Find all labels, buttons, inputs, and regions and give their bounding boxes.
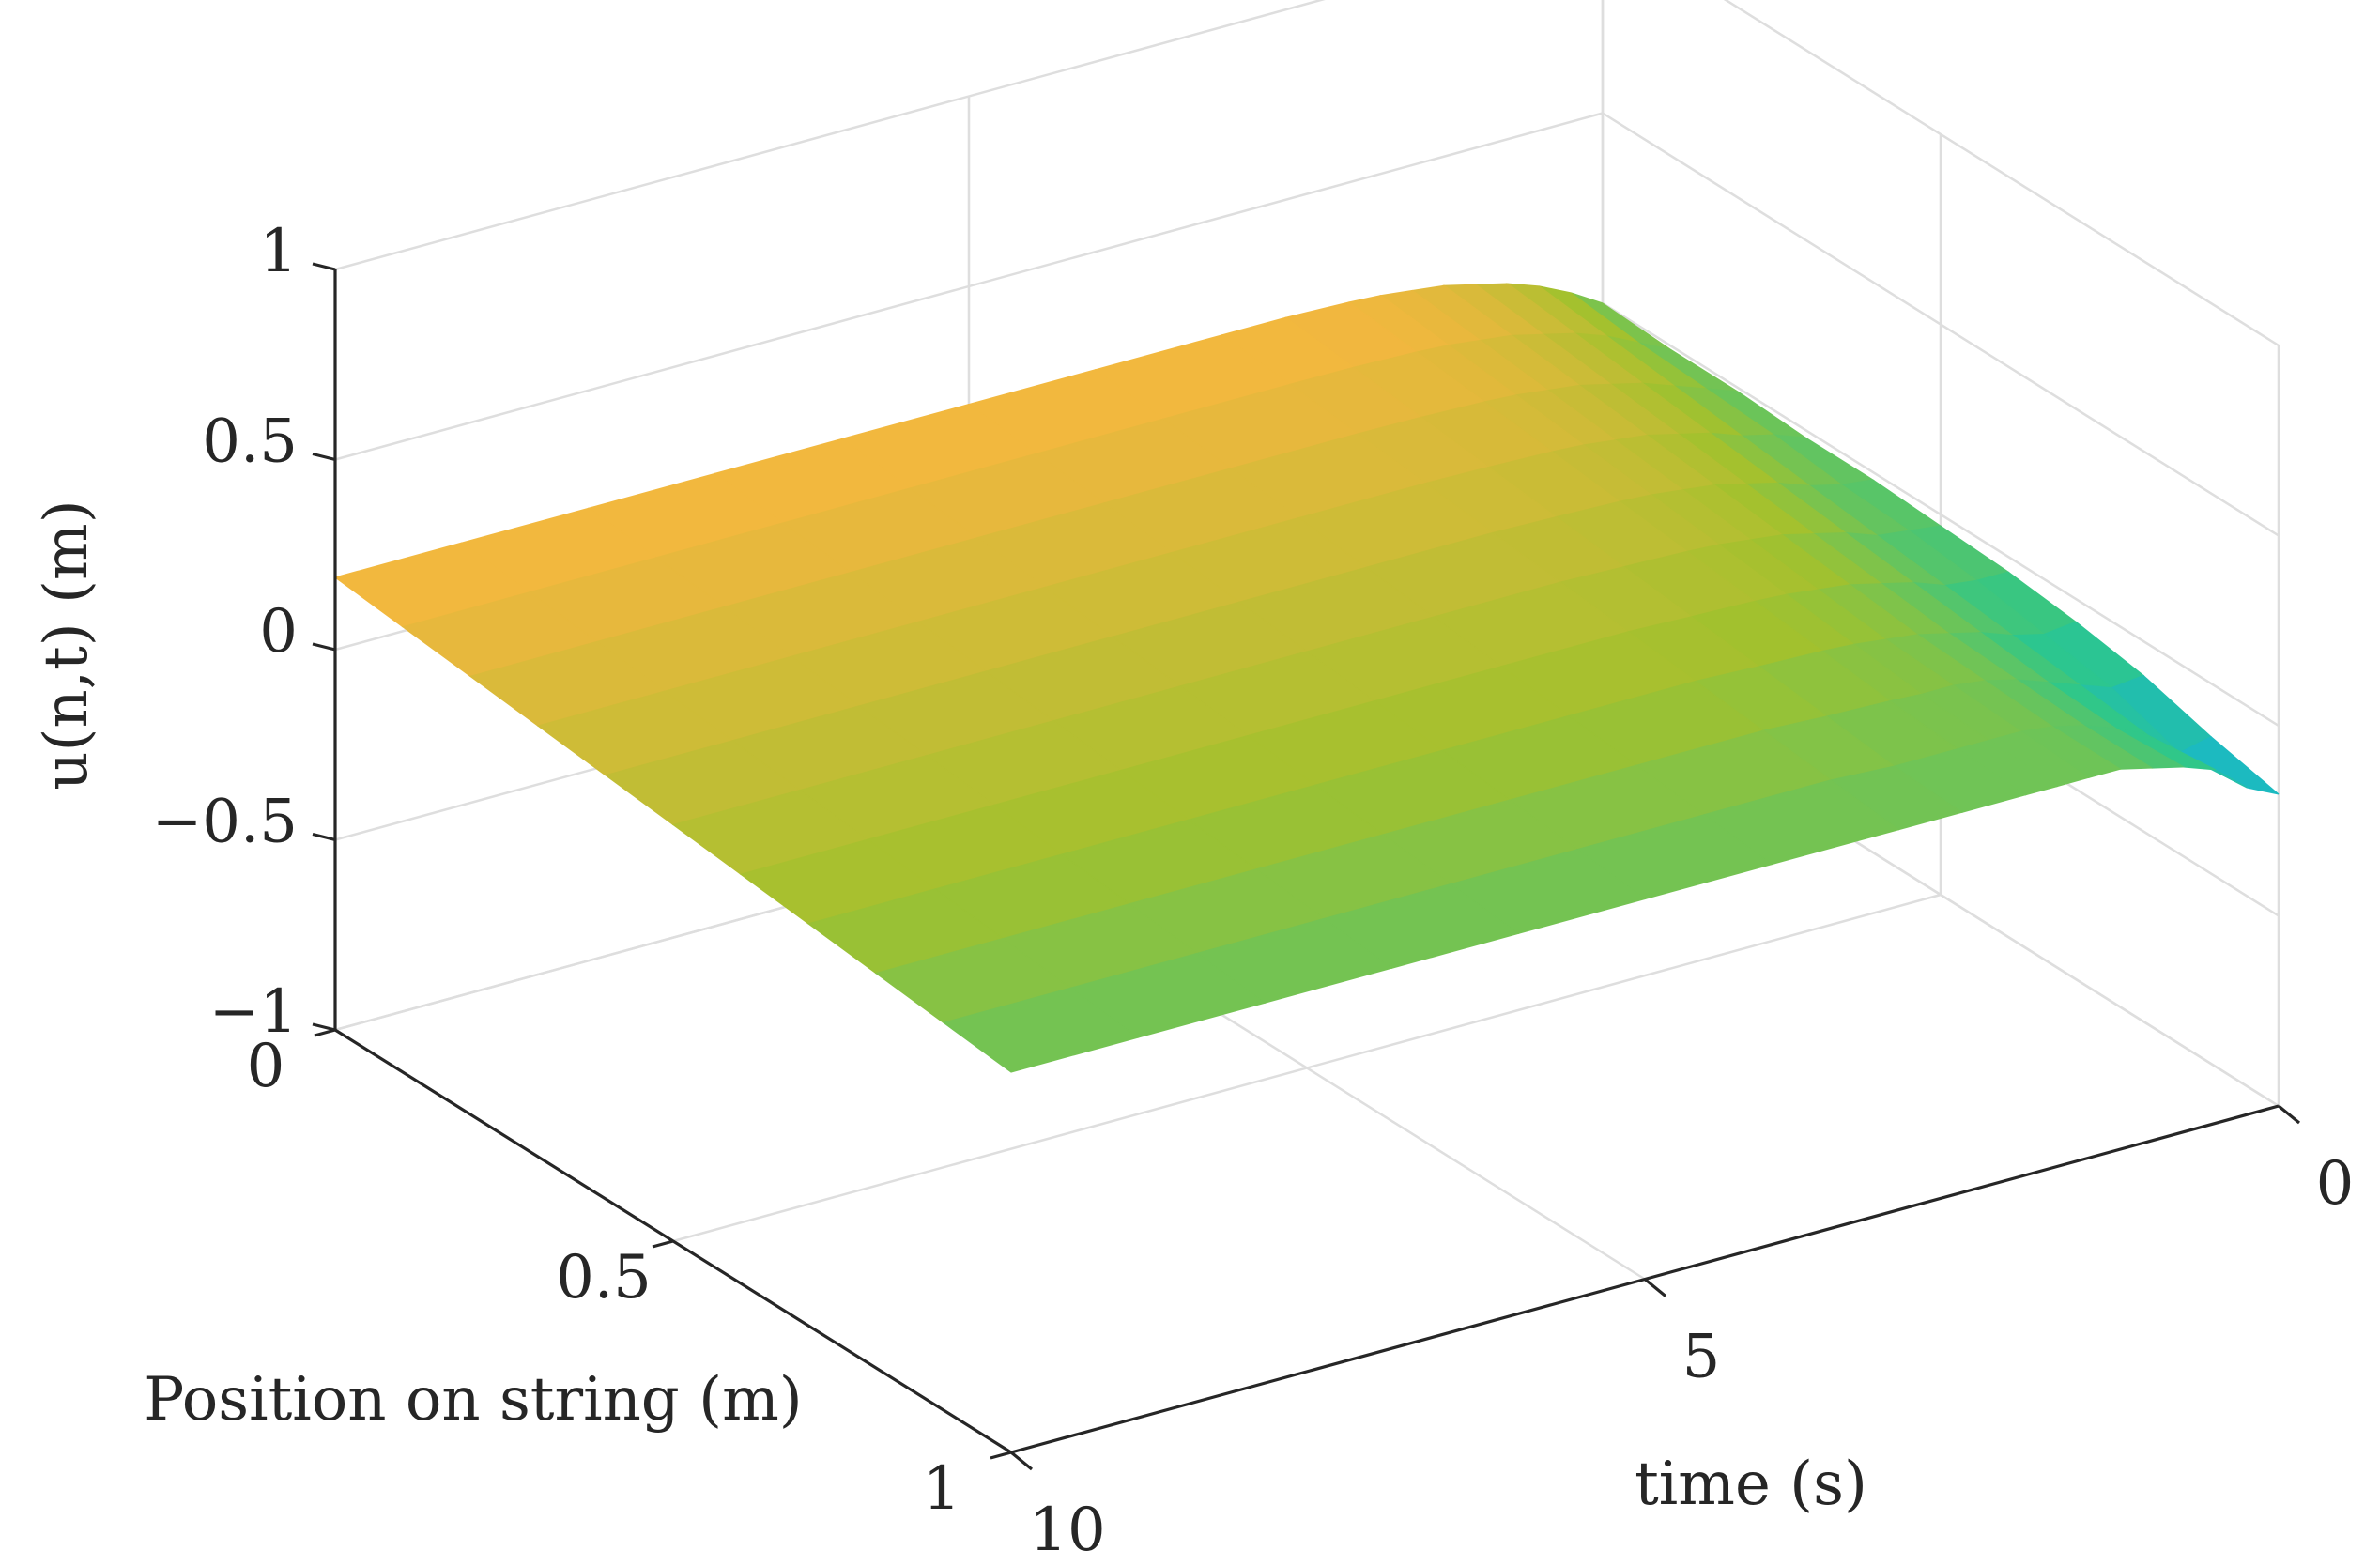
y-tick-mark [652,1239,674,1249]
z-tick-mark [312,642,336,652]
grid-line-side-z [1602,112,2280,537]
z-tick-label: −1 [209,977,298,1047]
grid-line-side-z [1602,301,2280,728]
z-tick-mark [312,262,336,271]
x-tick-mark [1643,1278,1667,1297]
z-tick-label: 1 [259,217,298,286]
z-tick-label: −0.5 [152,788,298,857]
y-tick-mark [990,1451,1012,1460]
z-tick-mark [312,1022,336,1032]
z-tick-mark [312,832,336,842]
x-tick-label: 5 [1682,1323,1721,1392]
z-tick-label: 0.5 [202,407,298,477]
z-axis-title: u(n,t) (m) [32,499,101,790]
z-tick-mark [312,452,336,462]
x-tick-mark [1009,1451,1034,1471]
grid-line-back-z [334,112,1604,461]
axes [312,262,2301,1471]
y-axis-title: Position on string (m) [144,1365,802,1435]
grid-line-floor-n [672,893,1942,1243]
x-tick-label: 0 [2316,1149,2355,1219]
z-tick-label: 0 [259,597,298,667]
x-tick-label: 10 [1029,1496,1105,1565]
x-tick-mark [2277,1104,2301,1125]
y-tick-label: 0 [247,1032,285,1101]
y-tick-mark [314,1028,336,1037]
x-axis-title: time (s) [1635,1450,1867,1519]
grid-line-side-z [1723,0,2280,347]
grid-line-back-z [334,0,1326,271]
surface-plot [333,283,2280,1073]
y-tick-label: 0.5 [556,1243,652,1313]
y-tick-label: 1 [923,1454,961,1524]
surface-patch [942,987,1140,1073]
